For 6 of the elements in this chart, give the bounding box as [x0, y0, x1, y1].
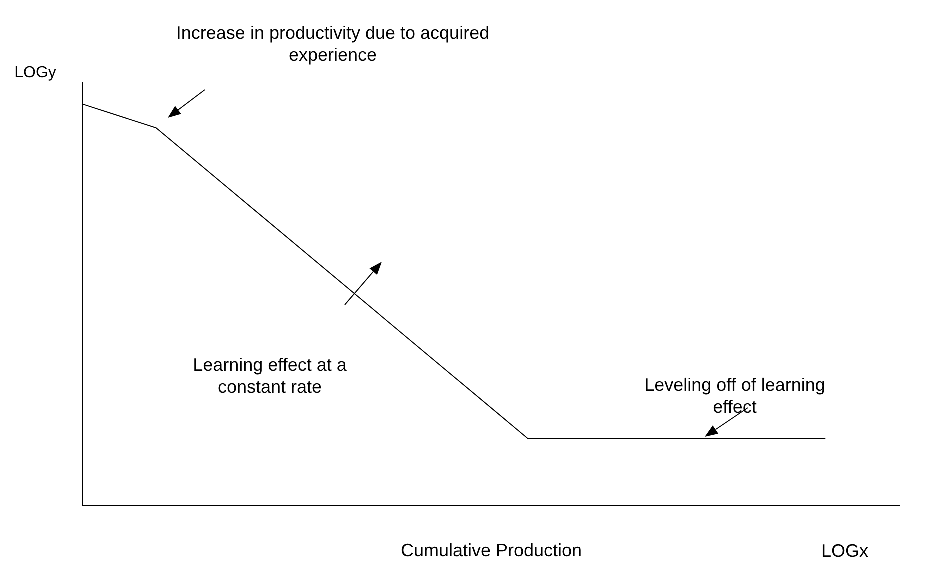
text: Increase in productivity due to acquired experience [175, 22, 491, 66]
annotation: Leveling off of learning effect [644, 374, 826, 418]
x-axis-title: Cumulative Production [400, 540, 582, 560]
annotation: Learning effect at a constant rate [192, 354, 348, 398]
y-axis-title: LOGy [14, 64, 56, 82]
text: LOGx [820, 540, 870, 562]
